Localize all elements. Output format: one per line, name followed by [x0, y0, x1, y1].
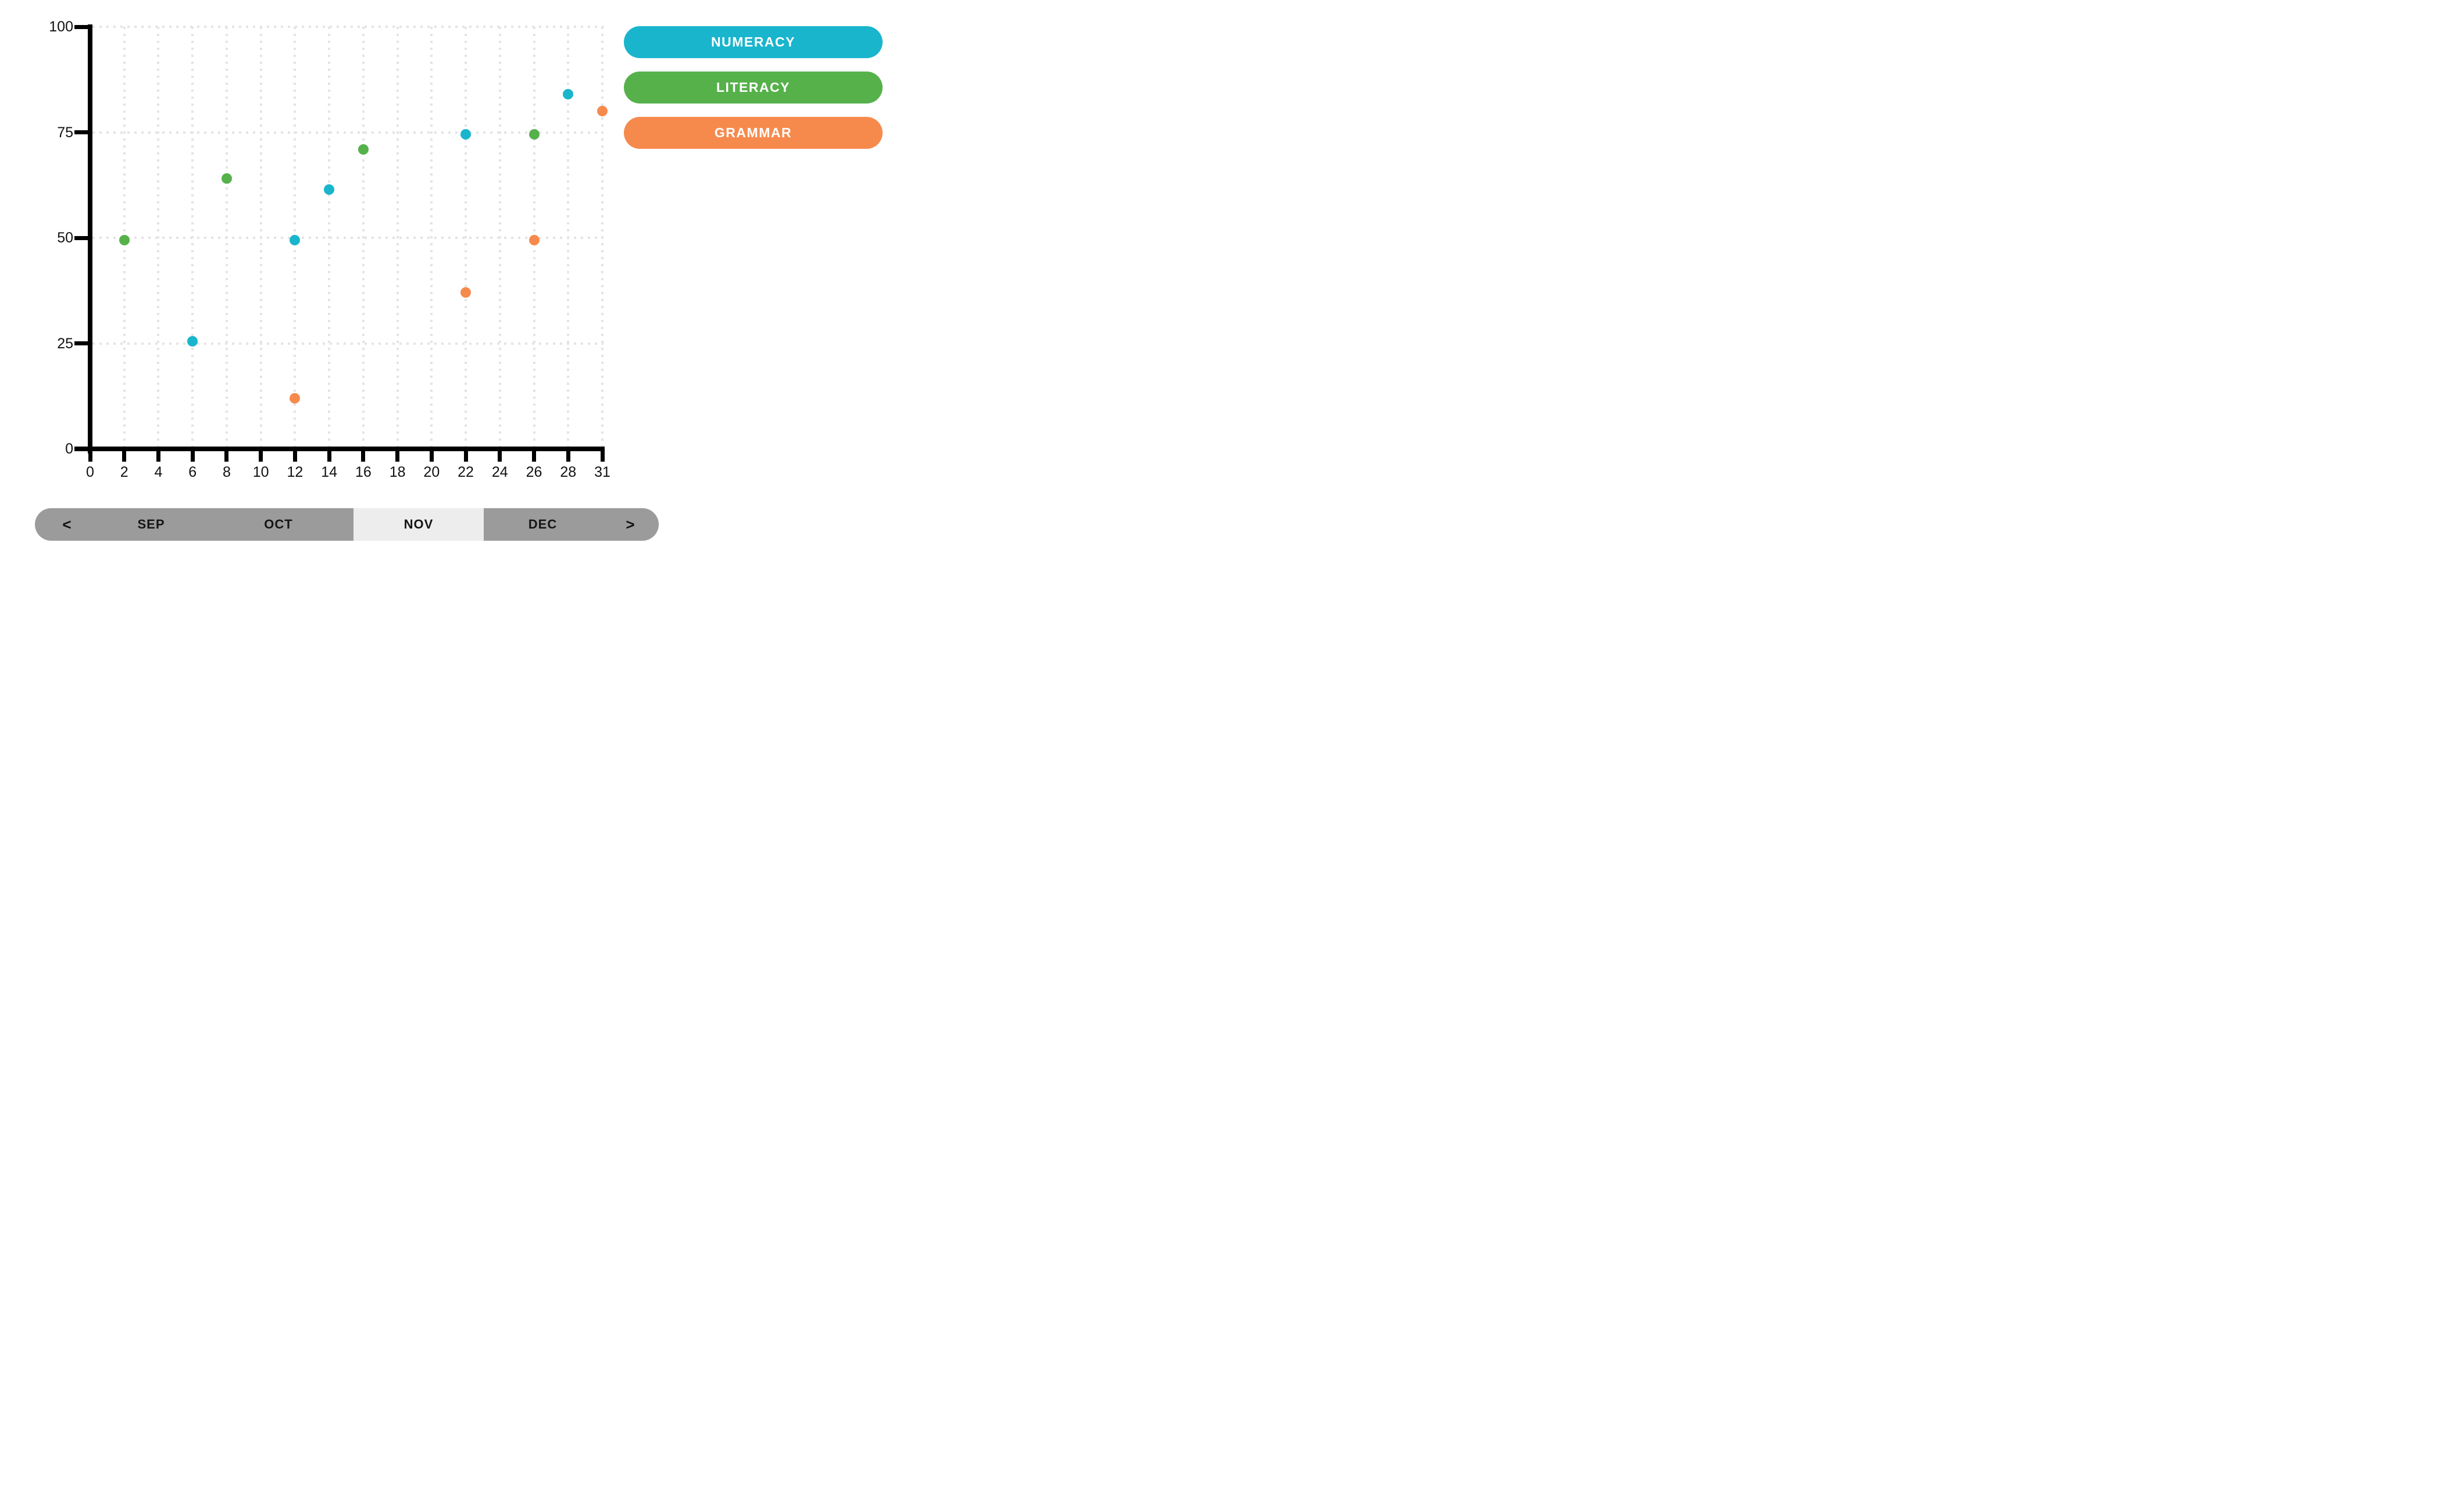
- y-axis-tick-label: 25: [57, 335, 73, 352]
- data-point-grammar: [528, 234, 540, 245]
- x-axis-tick-label: 6: [188, 464, 197, 480]
- legend-button-grammar[interactable]: GRAMMAR: [624, 117, 883, 149]
- y-axis-tick: [74, 447, 90, 451]
- x-axis-tick-label: 10: [252, 464, 269, 480]
- gridline-horizontal: [92, 26, 603, 28]
- y-axis-tick-label: 0: [65, 441, 73, 457]
- x-axis-tick-label: 31: [594, 464, 610, 480]
- x-axis-line: [74, 447, 605, 451]
- x-axis-tick: [122, 451, 127, 462]
- month-tab-dec[interactable]: DEC: [528, 517, 558, 531]
- month-nav-bar: < SEP OCT NOV DEC >: [35, 508, 659, 541]
- gridline-horizontal: [92, 237, 603, 239]
- data-point-grammar: [290, 392, 301, 404]
- month-list: SEP OCT NOV DEC: [99, 508, 602, 541]
- data-point-literacy: [119, 234, 130, 245]
- month-tab-nov[interactable]: NOV: [353, 508, 484, 541]
- x-axis-tick: [361, 451, 366, 462]
- data-point-numeracy: [324, 184, 335, 195]
- gridline-horizontal: [92, 342, 603, 345]
- x-axis-tick-label: 18: [389, 464, 406, 480]
- x-axis-tick: [156, 451, 160, 462]
- x-axis-tick-label: 4: [154, 464, 163, 480]
- x-axis-tick: [327, 451, 331, 462]
- month-tab-oct[interactable]: OCT: [264, 517, 293, 531]
- x-axis-tick-label: 24: [491, 464, 508, 480]
- x-axis-tick: [190, 451, 195, 462]
- prev-month-button[interactable]: <: [62, 515, 72, 533]
- scatter-chart-widget: 0 25 50 75 100 0 2 4 6 8 10 12 14 16 18 20 22 24 26 28 31 NU…: [0, 0, 898, 551]
- y-axis-tick-label: 75: [57, 124, 73, 141]
- data-point-grammar: [460, 287, 472, 298]
- data-point-numeracy: [460, 129, 472, 140]
- x-axis-tick: [532, 451, 537, 462]
- x-axis-tick-label: 8: [222, 464, 231, 480]
- x-axis-tick: [429, 451, 434, 462]
- y-axis-line: [88, 24, 92, 454]
- x-axis-tick-label: 0: [86, 464, 94, 480]
- data-point-literacy: [528, 129, 540, 140]
- data-point-grammar: [597, 106, 608, 117]
- x-axis-tick-label: 14: [321, 464, 338, 480]
- x-axis-tick-label: 2: [120, 464, 128, 480]
- data-point-numeracy: [187, 335, 198, 347]
- x-axis-tick-label: 22: [458, 464, 474, 480]
- y-axis-tick: [74, 130, 90, 134]
- legend-button-literacy[interactable]: LITERACY: [624, 72, 883, 103]
- x-axis-tick: [566, 451, 570, 462]
- data-point-literacy: [358, 144, 369, 155]
- x-axis-tick: [498, 451, 502, 462]
- x-axis-tick: [600, 451, 605, 462]
- x-axis-tick: [224, 451, 229, 462]
- legend: NUMERACY LITERACY GRAMMAR: [624, 26, 883, 162]
- x-axis-tick: [292, 451, 297, 462]
- x-axis-tick-label: 20: [423, 464, 440, 480]
- x-axis-tick: [88, 451, 92, 462]
- data-point-numeracy: [563, 89, 574, 100]
- x-axis-tick: [463, 451, 468, 462]
- month-tab-sep[interactable]: SEP: [137, 517, 165, 531]
- x-axis-tick: [259, 451, 263, 462]
- gridline-horizontal: [92, 131, 603, 134]
- y-axis-tick-label: 100: [49, 19, 73, 35]
- x-axis-tick-label: 16: [355, 464, 372, 480]
- next-month-button[interactable]: >: [626, 515, 635, 533]
- x-axis-tick-label: 26: [526, 464, 542, 480]
- legend-button-numeracy[interactable]: NUMERACY: [624, 26, 883, 58]
- data-point-numeracy: [290, 234, 301, 245]
- y-axis-tick-label: 50: [57, 230, 73, 246]
- y-axis-tick: [74, 341, 90, 345]
- x-axis-tick-label: 28: [560, 464, 577, 480]
- x-axis-tick: [395, 451, 400, 462]
- x-axis-tick-label: 12: [287, 464, 303, 480]
- y-axis-tick: [74, 235, 90, 240]
- data-point-literacy: [221, 173, 232, 184]
- y-axis-tick: [74, 24, 90, 29]
